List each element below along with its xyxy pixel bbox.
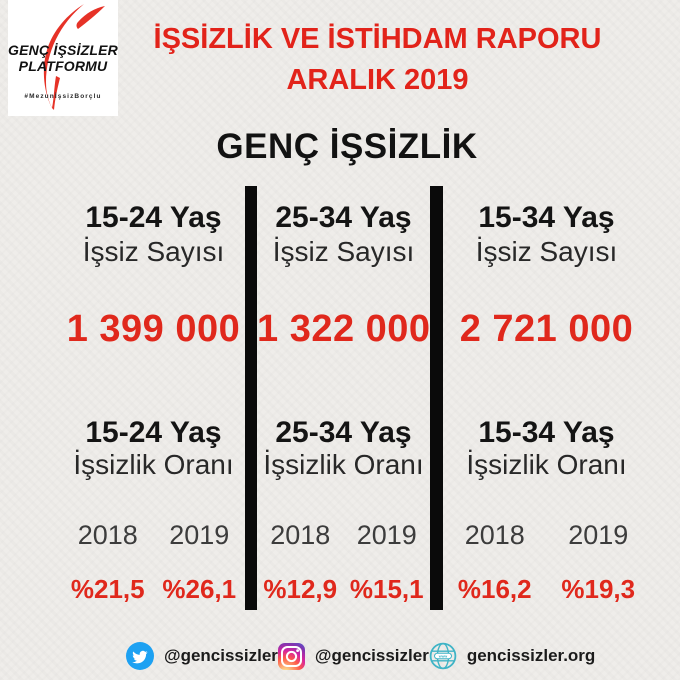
unemployed-count: 1 322 000 bbox=[257, 308, 431, 350]
year-pair: 2018 2019 bbox=[257, 520, 430, 551]
svg-text:www: www bbox=[438, 654, 448, 658]
count-label: İşsiz Sayısı bbox=[82, 236, 225, 267]
report-title: İŞSİZLİK VE İSTİHDAM RAPORU ARALIK 2019 bbox=[100, 22, 655, 97]
row-counts: 1 399 000 1 322 000 2 721 000 bbox=[0, 308, 680, 351]
rate-2019: %15,1 bbox=[349, 574, 424, 604]
logo: GENÇ İŞSİZLER PLATFORMU #MezunİşsizBorçl… bbox=[8, 0, 118, 116]
year-2018: 2018 bbox=[270, 520, 331, 550]
row-age-group-rates: 15-24 Yaş 25-34 Yaş 15-34 Yaş bbox=[0, 416, 680, 450]
twitter-handle-group: @gencissizler bbox=[126, 642, 278, 670]
rate-age-group-label: 25-34 Yaş bbox=[275, 416, 412, 449]
row-rate-labels: İşsizlik Oranı İşsizlik Oranı İşsizlik O… bbox=[0, 449, 680, 481]
rate-label: İşsizlik Oranı bbox=[466, 449, 627, 480]
website-url: gencissizler.org bbox=[466, 646, 596, 665]
logo-hashtag: #MezunİşsizBorçlu bbox=[24, 93, 102, 100]
report-title-line1: İŞSİZLİK VE İSTİHDAM RAPORU bbox=[153, 23, 602, 55]
age-group-label: 25-34 Yaş bbox=[275, 201, 412, 234]
year-2019: 2019 bbox=[568, 520, 629, 550]
column-divider-right bbox=[430, 186, 443, 610]
rate-label: İşsizlik Oranı bbox=[73, 449, 234, 480]
logo-line1: GENÇ İŞSİZLER bbox=[8, 42, 118, 58]
year-2018: 2018 bbox=[77, 520, 138, 550]
rate-2018: %16,2 bbox=[457, 574, 532, 604]
year-2019: 2019 bbox=[356, 520, 417, 550]
year-pair: 2018 2019 bbox=[443, 520, 680, 551]
row-years: 2018 2019 2018 2019 2018 2019 bbox=[0, 520, 680, 551]
column-divider-left bbox=[245, 186, 257, 610]
logo-wordmark: GENÇ İŞSİZLER PLATFORMU bbox=[8, 42, 118, 74]
rate-pair: %16,2 %19,3 bbox=[443, 574, 680, 605]
row-count-labels: İşsiz Sayısı İşsiz Sayısı İşsiz Sayısı bbox=[0, 236, 680, 268]
rate-age-group-label: 15-24 Yaş bbox=[85, 416, 222, 449]
row-rates: %21,5 %26,1 %12,9 %15,1 %16,2 %19,3 bbox=[0, 574, 680, 605]
twitter-handle: @gencissizler bbox=[164, 646, 278, 665]
row-age-group-counts: 15-24 Yaş 25-34 Yaş 15-34 Yaş bbox=[0, 201, 680, 235]
report-title-line2: ARALIK 2019 bbox=[286, 64, 469, 96]
website-group: www gencissizler.org bbox=[429, 642, 596, 670]
twitter-icon bbox=[126, 642, 154, 670]
rate-pair: %21,5 %26,1 bbox=[0, 574, 245, 605]
logo-swoosh-icon bbox=[43, 4, 105, 110]
age-group-label: 15-24 Yaş bbox=[85, 201, 222, 234]
year-2019: 2019 bbox=[169, 520, 230, 550]
rate-age-group-label: 15-34 Yaş bbox=[478, 416, 615, 449]
year-2018: 2018 bbox=[464, 520, 525, 550]
instagram-icon bbox=[277, 642, 305, 670]
rate-pair: %12,9 %15,1 bbox=[257, 574, 430, 605]
rate-label: İşsizlik Oranı bbox=[263, 449, 424, 480]
logo-line2: PLATFORMU bbox=[18, 58, 108, 74]
age-group-label: 15-34 Yaş bbox=[478, 201, 615, 234]
instagram-handle-group: @gencissizler bbox=[277, 642, 429, 670]
footer-social-bar: @gencissizler @gencissizler www gencissi… bbox=[126, 642, 595, 670]
instagram-handle: @gencissizler bbox=[314, 646, 429, 665]
rate-2018: %21,5 bbox=[70, 574, 145, 604]
section-title: GENÇ İŞSİZLİK bbox=[216, 127, 478, 166]
year-pair: 2018 2019 bbox=[0, 520, 245, 551]
rate-2019: %26,1 bbox=[162, 574, 237, 604]
unemployed-count: 2 721 000 bbox=[459, 308, 634, 350]
rate-2018: %12,9 bbox=[263, 574, 338, 604]
unemployed-count: 1 399 000 bbox=[66, 308, 241, 350]
count-label: İşsiz Sayısı bbox=[272, 236, 415, 267]
rate-2019: %19,3 bbox=[561, 574, 636, 604]
globe-icon: www bbox=[429, 642, 457, 670]
count-label: İşsiz Sayısı bbox=[475, 236, 618, 267]
